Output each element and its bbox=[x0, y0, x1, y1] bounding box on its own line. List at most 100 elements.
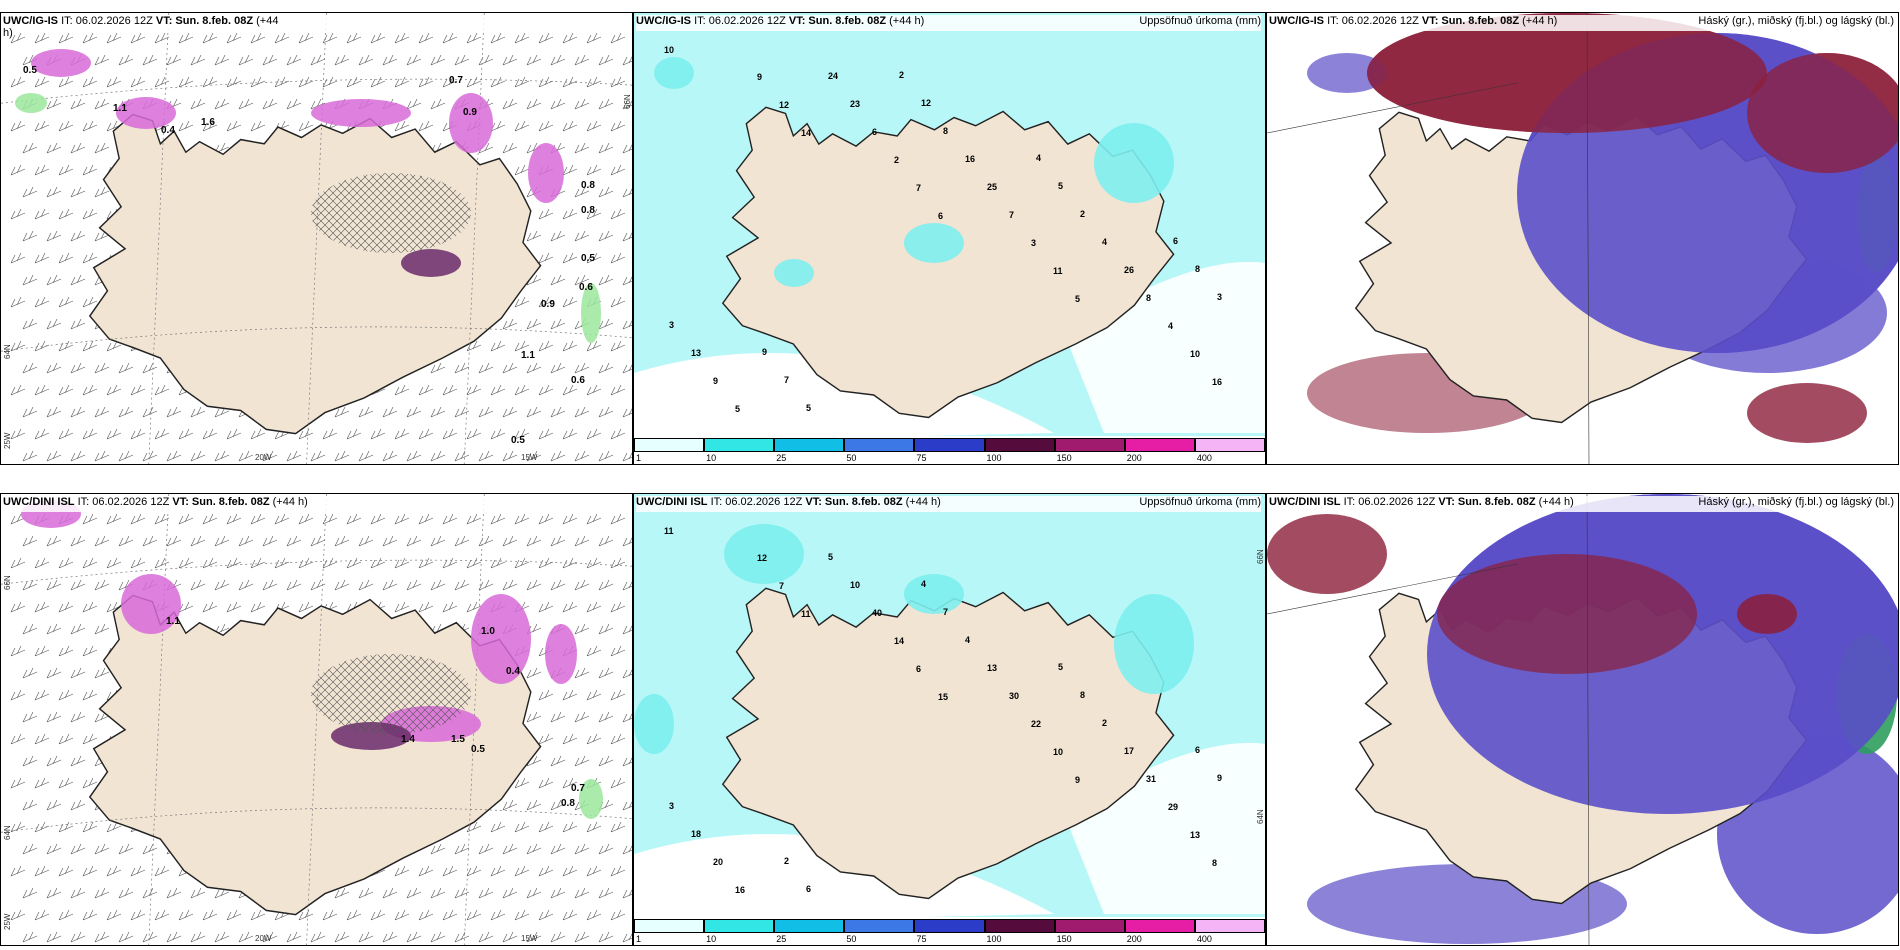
wind-barb bbox=[382, 579, 398, 591]
wind-barb bbox=[418, 76, 434, 88]
wind-barb bbox=[586, 428, 602, 440]
wind-barb bbox=[46, 450, 62, 462]
wind-barb bbox=[610, 164, 626, 176]
wind-barb bbox=[142, 535, 158, 547]
wind-barb bbox=[406, 406, 422, 418]
wind-barb bbox=[394, 76, 410, 88]
precip-value-label: 2 bbox=[1102, 718, 1107, 728]
snow-value-label: 1.6 bbox=[201, 117, 215, 128]
lat-label-66n: 66N bbox=[623, 94, 632, 109]
colorbar-swatch bbox=[1194, 438, 1265, 452]
wind-barb bbox=[358, 931, 374, 943]
wind-barb bbox=[22, 667, 38, 679]
snow-value-label: 1.1 bbox=[166, 616, 180, 627]
wind-barb bbox=[298, 428, 314, 440]
wind-barb bbox=[370, 428, 386, 440]
wind-barb bbox=[574, 54, 590, 66]
wind-barb bbox=[94, 623, 110, 635]
wind-barb bbox=[70, 535, 86, 547]
wind-barb bbox=[106, 76, 122, 88]
wind-barb bbox=[106, 428, 122, 440]
wind-barb bbox=[310, 450, 326, 462]
wind-barb bbox=[430, 843, 446, 855]
wind-barb bbox=[70, 843, 86, 855]
wind-barb bbox=[394, 865, 410, 877]
wind-barb bbox=[610, 384, 626, 396]
wind-barb bbox=[598, 887, 614, 899]
lat-label-64n: 64N bbox=[3, 344, 12, 359]
wind-barb bbox=[550, 535, 566, 547]
wind-barb bbox=[82, 120, 98, 132]
wind-barb bbox=[550, 755, 566, 767]
wind-barb bbox=[22, 887, 38, 899]
panel-top-right: UWC/IG-IS IT: 06.02.2026 12Z VT: Sun. 8.… bbox=[1266, 12, 1899, 465]
wind-barb bbox=[514, 120, 530, 132]
wind-barb bbox=[226, 513, 242, 525]
grid-line bbox=[1267, 82, 1518, 134]
wind-barb bbox=[346, 428, 362, 440]
wind-barb bbox=[586, 384, 602, 396]
wind-barb bbox=[118, 362, 134, 374]
wind-barb bbox=[22, 362, 38, 374]
snow-value-label: 1.1 bbox=[113, 103, 127, 114]
wind-barb bbox=[610, 32, 626, 44]
precip-patch bbox=[1094, 123, 1174, 203]
wind-barb bbox=[610, 120, 626, 132]
wind-barb bbox=[94, 186, 110, 198]
wind-barb bbox=[562, 513, 578, 525]
wind-barb bbox=[538, 733, 554, 745]
wind-barb bbox=[262, 535, 278, 547]
wind-barb bbox=[442, 909, 458, 921]
wind-barb bbox=[586, 208, 602, 220]
wind-barb bbox=[34, 689, 50, 701]
wind-barb bbox=[10, 777, 26, 789]
wind-barb bbox=[202, 428, 218, 440]
wind-barb bbox=[562, 340, 578, 352]
wind-barb bbox=[514, 777, 530, 789]
wind-barb bbox=[514, 513, 530, 525]
wind-barb bbox=[478, 887, 494, 899]
precip-value-label: 2 bbox=[1080, 209, 1085, 219]
wind-barb bbox=[622, 669, 632, 679]
snow-value-label: 0.4 bbox=[161, 125, 175, 136]
precip-value-label: 25 bbox=[987, 182, 997, 192]
precip-value-label: 6 bbox=[1173, 236, 1178, 246]
wind-barb bbox=[346, 32, 362, 44]
wind-barb bbox=[490, 513, 506, 525]
snow-value-label: 0.6 bbox=[579, 282, 593, 293]
wind-barb bbox=[10, 909, 26, 921]
wind-barb bbox=[574, 142, 590, 154]
wind-barb bbox=[46, 623, 62, 635]
wind-barb bbox=[514, 909, 530, 921]
precip-value-label: 8 bbox=[1146, 293, 1151, 303]
wind-barb bbox=[250, 76, 266, 88]
wind-barb bbox=[238, 535, 254, 547]
wind-barb bbox=[286, 535, 302, 547]
wind-barb bbox=[106, 909, 122, 921]
wind-barb bbox=[94, 450, 110, 462]
wind-barb bbox=[214, 579, 230, 591]
wind-barb bbox=[46, 362, 62, 374]
wind-barb bbox=[82, 601, 98, 613]
wind-barb bbox=[154, 384, 170, 396]
panel-bot-left: UWC/DINI ISL IT: 06.02.2026 12Z VT: Sun.… bbox=[0, 493, 633, 946]
wind-barb bbox=[466, 76, 482, 88]
iceland-landmass bbox=[721, 587, 1175, 900]
wind-barb bbox=[10, 384, 26, 396]
wind-barb bbox=[586, 821, 602, 833]
wind-barb bbox=[130, 384, 146, 396]
wind-barb bbox=[550, 931, 566, 943]
precip-value-label: 9 bbox=[762, 347, 767, 357]
colorbar-tick-label: 200 bbox=[1126, 453, 1142, 463]
wind-barb bbox=[82, 909, 98, 921]
lon-label-20w: 20W bbox=[255, 934, 272, 943]
wind-barb bbox=[10, 428, 26, 440]
wind-barb bbox=[574, 623, 590, 635]
wind-barb bbox=[286, 54, 302, 66]
wind-barb bbox=[178, 120, 194, 132]
wind-barb bbox=[430, 54, 446, 66]
wind-barb bbox=[202, 120, 218, 132]
wind-barb bbox=[238, 98, 254, 110]
wind-barb bbox=[94, 535, 110, 547]
wind-barb bbox=[106, 865, 122, 877]
